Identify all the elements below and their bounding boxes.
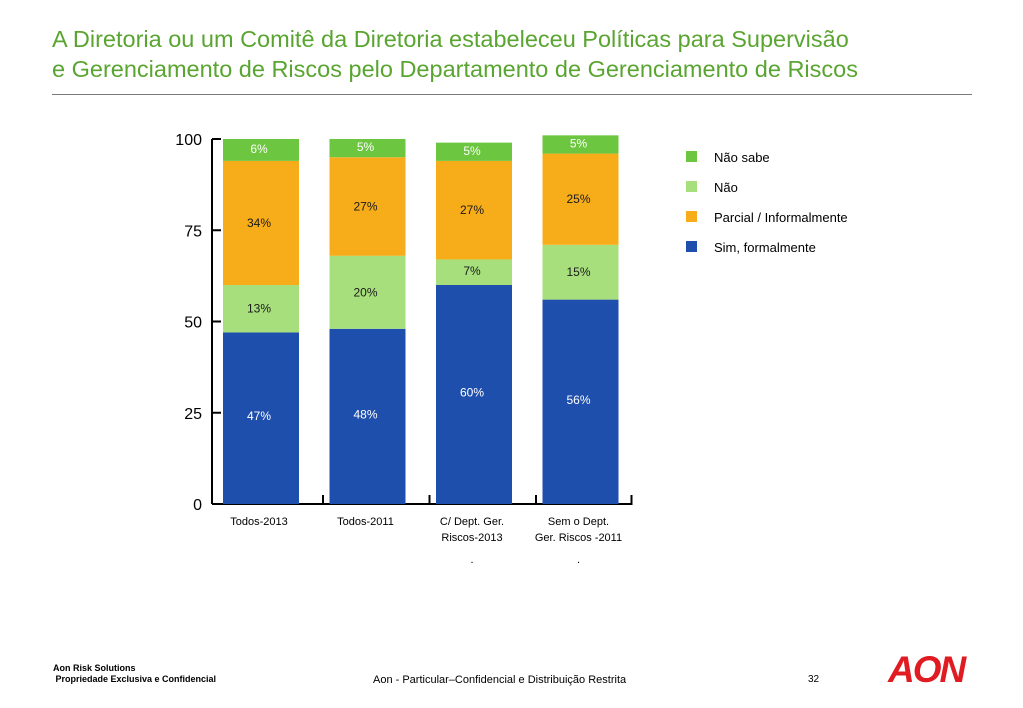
legend-swatch bbox=[686, 211, 697, 222]
footer-company-name: Aon Risk Solutions bbox=[53, 663, 136, 673]
bar-data-label: 5% bbox=[570, 136, 588, 150]
bar-segment bbox=[223, 160, 299, 285]
bar-data-label: 48% bbox=[353, 407, 377, 421]
footer-confidentiality: Aon - Particular–Confidencial e Distribu… bbox=[373, 674, 627, 686]
bar-data-label: 13% bbox=[247, 302, 271, 316]
x-category-label: Riscos-2013 bbox=[441, 532, 502, 544]
slide-title-line-1: A Diretoria ou um Comitê da Diretoria es… bbox=[52, 26, 849, 52]
bar-data-label: 7% bbox=[463, 264, 481, 278]
slide-title: A Diretoria ou um Comitê da Diretoria es… bbox=[52, 24, 982, 84]
legend-label: Sim, formalmente bbox=[714, 240, 816, 255]
y-tick-label: 50 bbox=[184, 315, 202, 332]
legend-swatch bbox=[686, 241, 697, 252]
x-category-label: Todos-2013 bbox=[230, 516, 288, 528]
bar-data-label: 5% bbox=[357, 140, 375, 154]
footnote-mark: . bbox=[470, 554, 473, 566]
bar-segment bbox=[329, 157, 406, 256]
footer-company-note: Propriedade Exclusiva e Confidencial bbox=[53, 674, 217, 684]
bar-data-label: 5% bbox=[463, 144, 481, 158]
bar-segment bbox=[542, 135, 619, 154]
aon-logo: AON bbox=[888, 649, 966, 690]
y-tick-label: 0 bbox=[193, 497, 202, 514]
slide-title-line-2: e Gerenciamento de Riscos pelo Departame… bbox=[52, 56, 858, 82]
bar-segment bbox=[436, 142, 512, 161]
x-category-label: Ger. Riscos -2011 bbox=[535, 532, 622, 544]
footnote-mark: . bbox=[577, 554, 580, 566]
bar-segment bbox=[223, 139, 299, 161]
page-number: 32 bbox=[808, 674, 820, 685]
y-tick-label: 100 bbox=[175, 132, 202, 149]
bar-segment bbox=[542, 244, 619, 300]
bar-segment bbox=[329, 255, 406, 329]
x-category-label: C/ Dept. Ger. bbox=[440, 516, 504, 528]
bar-data-label: 6% bbox=[250, 142, 268, 156]
bar-data-label: 20% bbox=[353, 285, 377, 299]
bar-segment bbox=[436, 259, 512, 285]
legend-swatch bbox=[686, 181, 697, 192]
legend-label: Não bbox=[714, 180, 738, 195]
bar-data-label: 27% bbox=[353, 200, 377, 214]
bar-segment bbox=[329, 328, 406, 504]
bar-segment bbox=[223, 285, 299, 333]
footer-company: Aon Risk Solutions Propriedade Exclusiva… bbox=[53, 663, 216, 685]
y-tick-label: 25 bbox=[184, 406, 202, 423]
legend-swatch bbox=[686, 151, 697, 162]
bar-segment bbox=[436, 160, 512, 260]
bar-segment bbox=[436, 285, 512, 504]
bar-segment bbox=[542, 153, 619, 245]
bar-data-label: 25% bbox=[566, 192, 590, 206]
bar-segment bbox=[542, 299, 619, 504]
y-tick-label: 75 bbox=[184, 223, 202, 240]
bar-data-label: 47% bbox=[247, 409, 271, 423]
title-divider bbox=[52, 94, 972, 95]
legend-label: Parcial / Informalmente bbox=[714, 210, 848, 225]
bar-data-label: 27% bbox=[460, 203, 484, 217]
bar-segment bbox=[329, 139, 406, 158]
x-category-label: Sem o Dept. bbox=[548, 516, 609, 528]
bar-data-label: 60% bbox=[460, 386, 484, 400]
legend-label: Não sabe bbox=[714, 150, 770, 165]
bar-segment bbox=[223, 332, 299, 504]
bar-data-label: 56% bbox=[566, 393, 590, 407]
bar-data-label: 15% bbox=[566, 265, 590, 279]
bar-data-label: 34% bbox=[247, 216, 271, 230]
x-category-label: Todos-2011 bbox=[337, 516, 394, 528]
